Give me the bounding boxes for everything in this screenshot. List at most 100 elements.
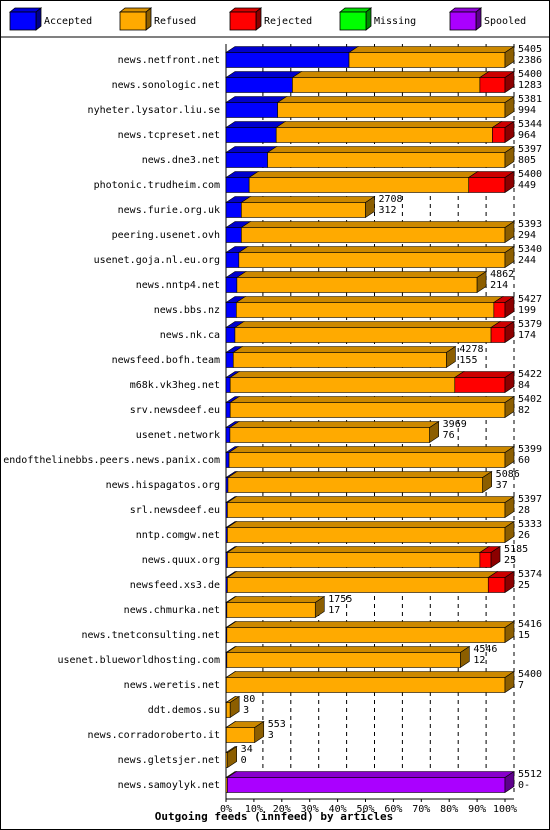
legend-swatch-side [35,7,42,31]
bar-segment-top [235,271,488,278]
bar-segment-top [237,246,515,253]
x-tick-label: 10% [245,804,263,815]
accepted-value: 17 [328,605,340,616]
bar-segment-top [291,71,490,78]
accepted-value: 25 [504,555,516,566]
host-label: news.corradoroberto.it [88,730,220,741]
bar-segment-accepted [225,377,231,393]
bar-segment-side [254,720,265,744]
chart-title: Outgoing feeds (innfeed) by articles [155,810,393,823]
bar-segment-accepted [225,77,293,93]
bar-segment-side [504,520,515,544]
legend: Accepted Refused Rejected Missing Spooled [8,7,526,31]
accepted-value: 3 [268,730,274,741]
host-label: news.weretis.net [124,680,220,691]
total-value: 5405 [518,44,542,55]
bar-peering.usenet.ovh [225,220,515,244]
total-value: 5333 [518,519,542,530]
x-tick-label: 20% [273,804,291,815]
bar-segment-refused [277,102,506,118]
bar-segment-top [229,371,465,378]
total-value: 2708 [379,194,403,205]
bar-segment-refused [234,327,492,343]
host-label: ddt.demos.su [148,705,220,716]
host-label: news.chmurka.net [124,605,220,616]
bar-segment-refused [227,552,481,568]
accepted-value: 37 [496,480,508,491]
bar-segment-top [226,546,490,553]
total-value: 5379 [518,319,542,330]
accepted-value: 214 [490,280,508,291]
legend-swatch-rejected [229,11,257,31]
bar-segment-refused [275,127,493,143]
bar-news.tcpreset.net [225,120,515,144]
total-value: 5393 [518,219,542,230]
total-value: 80 [243,694,255,705]
legend-label-accepted: Accepted [44,16,92,27]
bar-segment-top [225,46,360,53]
legend-label-refused: Refused [154,16,196,27]
bar-segment-rejected [468,177,506,193]
accepted-value: 1283 [518,80,542,91]
bar-newsfeed.bofh.team [225,345,457,369]
bar-segment-refused [229,427,430,443]
legend-swatch-side [475,7,482,31]
bar-segment-rejected [479,77,506,93]
bar-segment-top [453,371,515,378]
bar-segment-rejected [492,127,506,143]
bar-segment-side [504,295,515,319]
bar-news.quux.org [225,545,502,569]
bar-news.netfront.net [225,45,515,69]
bar-segment-refused [227,502,506,518]
total-value: 4546 [473,644,497,655]
accepted-value: 174 [518,330,536,341]
host-label: news.dne3.net [142,155,220,166]
x-tick-label: 0% [220,804,232,815]
bar-segment-top [225,596,326,603]
bar-segment-refused [225,727,256,743]
bar-segment-top [225,671,515,678]
bar-segment-top [348,46,515,53]
bar-ddt.demos.su [225,695,241,719]
bar-segment-top [248,171,479,178]
bar-news.chmurka.net [225,595,326,619]
accepted-value: 155 [459,355,477,366]
bar-segment-side [460,645,470,669]
bar-segment-top [240,196,376,203]
bar-segment-side [476,270,487,294]
bar-segment-refused [226,627,506,643]
bar-segment-top [225,71,303,78]
bar-news.samoylyk.net [225,770,515,794]
bar-segment-top [225,646,471,653]
bar-segment-accepted [225,102,278,118]
bar-segment-top [266,146,515,153]
bar-segment-side [504,320,515,344]
accepted-value: 294 [518,230,536,241]
host-label: news.bbs.nz [154,305,220,316]
legend-label-missing: Missing [374,16,416,27]
bar-segment-accepted [225,202,242,218]
bar-segment-side [504,495,515,519]
total-value: 5397 [518,144,542,155]
bar-segment-top [233,321,502,328]
bar-segment-side [504,395,515,419]
host-label: news.tnetconsulting.net [82,630,220,641]
total-value: 5402 [518,394,542,405]
bar-segment-side [446,345,456,369]
bar-newsfeed.xs3.de [225,570,515,594]
bar-news.bbs.nz [225,295,515,319]
bar-segment-refused [227,477,483,493]
bar-segment-refused [238,252,506,268]
accepted-value: 3 [243,705,249,716]
bar-segment-refused [227,527,506,543]
host-label: news.netfront.net [118,55,220,66]
x-tick-label: 70% [412,804,430,815]
total-value: 5185 [504,544,528,555]
host-label: usenet.blueworldhosting.com [57,655,220,666]
accepted-value: 26 [518,530,530,541]
legend-label-spooled: Spooled [484,16,526,27]
total-value: 5422 [518,369,542,380]
bar-segment-refused [225,677,506,693]
host-label: newsfeed.xs3.de [130,580,220,591]
total-value: 5400 [518,669,542,680]
